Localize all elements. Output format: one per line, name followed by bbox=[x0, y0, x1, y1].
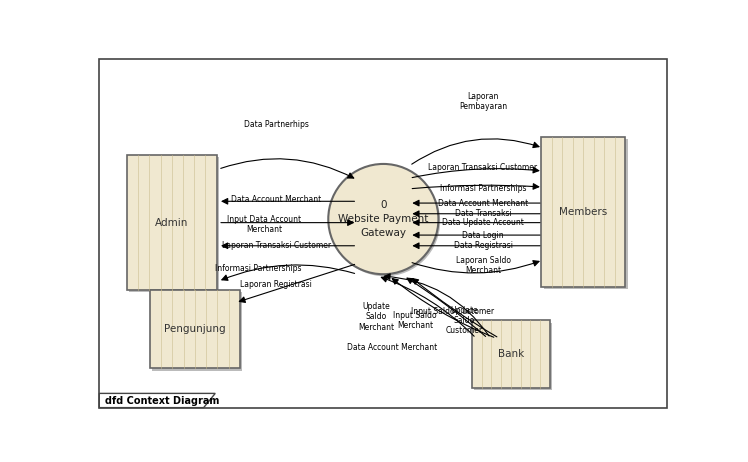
FancyBboxPatch shape bbox=[472, 321, 550, 388]
Text: Laporan Transaksi Customer: Laporan Transaksi Customer bbox=[221, 241, 331, 250]
Text: Admin: Admin bbox=[155, 218, 188, 228]
Text: Informasi Partnerships: Informasi Partnerships bbox=[440, 184, 527, 193]
Text: Data Account Merchant: Data Account Merchant bbox=[231, 195, 321, 204]
FancyBboxPatch shape bbox=[127, 155, 217, 290]
Text: Update
Saldo
Customer: Update Saldo Customer bbox=[446, 305, 483, 335]
Ellipse shape bbox=[328, 164, 438, 274]
Text: Update
Saldo
Merchant: Update Saldo Merchant bbox=[358, 302, 394, 332]
Text: Laporan Registrasi: Laporan Registrasi bbox=[240, 280, 312, 289]
FancyBboxPatch shape bbox=[99, 59, 667, 407]
Text: Data Account Merchant: Data Account Merchant bbox=[438, 199, 528, 207]
FancyBboxPatch shape bbox=[474, 322, 552, 390]
Text: dfd Context Diagram: dfd Context Diagram bbox=[105, 395, 219, 406]
Text: Data Login: Data Login bbox=[462, 231, 504, 240]
Text: Input Data Account
Merchant: Input Data Account Merchant bbox=[227, 215, 301, 234]
Text: Members: Members bbox=[560, 207, 607, 217]
FancyBboxPatch shape bbox=[153, 292, 242, 371]
Text: Data Registrasi: Data Registrasi bbox=[453, 241, 512, 250]
Text: Input Saldo Customer: Input Saldo Customer bbox=[411, 307, 494, 316]
Polygon shape bbox=[99, 394, 215, 407]
Text: 0
Website Payment
Gateway: 0 Website Payment Gateway bbox=[338, 200, 429, 238]
FancyBboxPatch shape bbox=[544, 140, 628, 289]
FancyBboxPatch shape bbox=[542, 137, 625, 286]
Text: Informasi Partnerships: Informasi Partnerships bbox=[215, 264, 302, 274]
Ellipse shape bbox=[330, 166, 440, 276]
Text: Data Transaksi: Data Transaksi bbox=[455, 209, 512, 218]
FancyBboxPatch shape bbox=[150, 290, 240, 369]
Text: Input Saldo
Merchant: Input Saldo Merchant bbox=[393, 311, 437, 330]
Text: Laporan Saldo
Merchant: Laporan Saldo Merchant bbox=[456, 255, 511, 275]
Text: Laporan
Pembayaran: Laporan Pembayaran bbox=[459, 92, 507, 111]
Text: Laporan Transaksi Customer: Laporan Transaksi Customer bbox=[429, 163, 538, 172]
Text: Data Update Account: Data Update Account bbox=[442, 218, 524, 227]
Text: Data Partnerhips: Data Partnerhips bbox=[244, 120, 308, 129]
Text: Pengunjung: Pengunjung bbox=[164, 324, 226, 334]
FancyBboxPatch shape bbox=[129, 157, 219, 292]
Text: Data Account Merchant: Data Account Merchant bbox=[347, 343, 437, 352]
Text: Bank: Bank bbox=[497, 349, 524, 359]
